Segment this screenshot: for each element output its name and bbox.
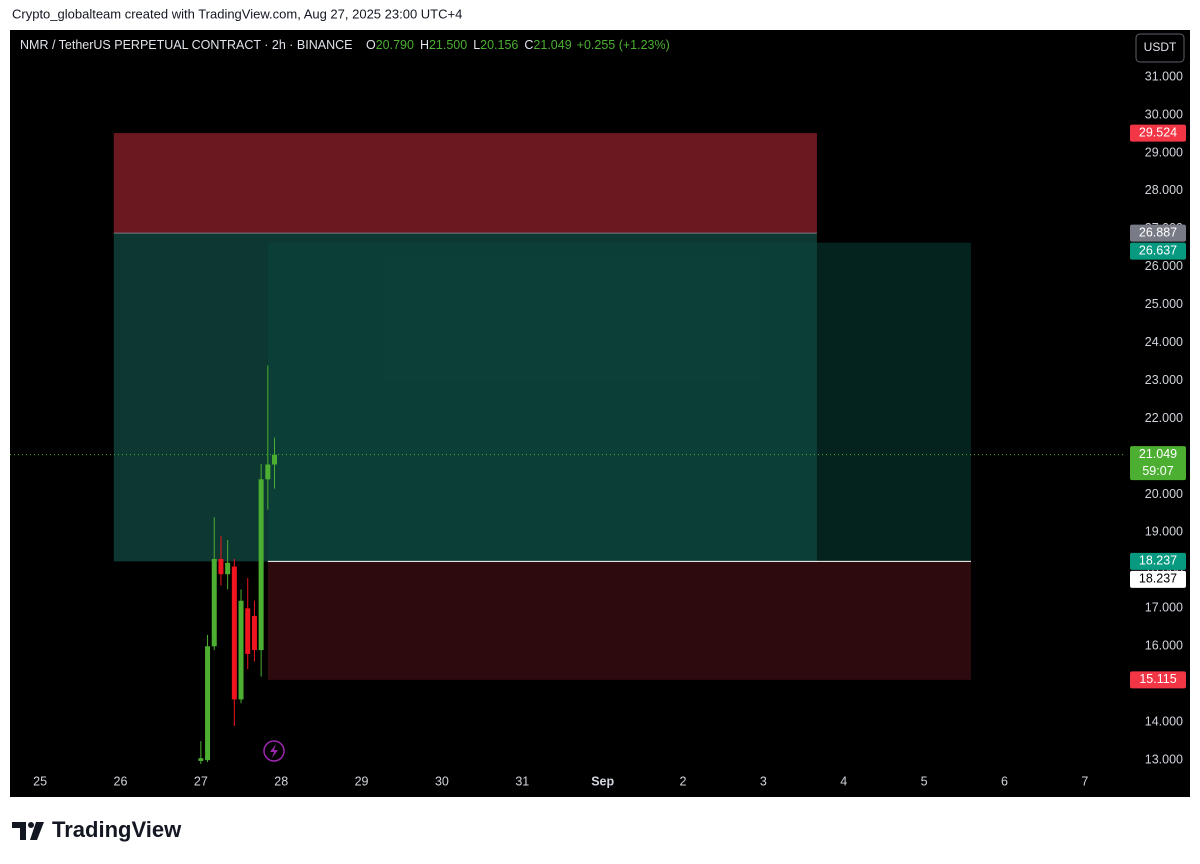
y-tick-label: 20.000 [1145, 487, 1183, 501]
ohlc-value: 20.156 [480, 38, 518, 52]
x-tick-label: 6 [1001, 774, 1008, 788]
target-zone [267, 242, 971, 562]
x-tick-label: 30 [435, 774, 449, 788]
x-tick-label: 27 [194, 774, 208, 788]
candle-body [245, 608, 251, 654]
candle-body [231, 566, 237, 700]
price-label-bg [1130, 570, 1186, 588]
stop-zone [267, 561, 971, 680]
logo-t [12, 822, 26, 840]
x-tick-label: 7 [1081, 774, 1088, 788]
alert-circle[interactable] [263, 740, 285, 762]
x-tick-label: 25 [33, 774, 47, 788]
y-tick-label: 23.000 [1145, 373, 1183, 387]
candle-body [265, 464, 271, 480]
price-label: 26.637 [1139, 243, 1177, 257]
candle-body [218, 559, 224, 575]
y-tick-label: 26.000 [1145, 259, 1183, 273]
ohlc-key: C [524, 38, 533, 52]
price-label: 18.237 [1139, 554, 1177, 568]
candle-body [211, 559, 217, 647]
countdown: 59:07 [1142, 464, 1173, 478]
y-tick-label: 30.000 [1145, 107, 1183, 121]
y-tick-label: 14.000 [1145, 714, 1183, 728]
stop-zone [113, 133, 817, 234]
x-tick-label: 26 [114, 774, 128, 788]
y-tick-label: 25.000 [1145, 297, 1183, 311]
ohlc-key: H [420, 38, 429, 52]
x-tick-label: Sep [591, 774, 614, 788]
price-label-bg [1130, 242, 1186, 260]
price-label: 29.524 [1139, 125, 1177, 139]
currency-button[interactable] [1135, 33, 1185, 63]
ohlc-value: 21.500 [429, 38, 467, 52]
alert-icon[interactable] [263, 740, 285, 762]
brand: TradingView [52, 817, 182, 842]
y-tick-label: 13.000 [1145, 752, 1183, 766]
chart-title: NMR / TetherUS PERPETUAL CONTRACT · 2h ·… [20, 38, 352, 52]
x-tick-label: 31 [515, 774, 529, 788]
change: +0.255 (+1.23%) [577, 38, 670, 52]
y-tick-label: 24.000 [1145, 335, 1183, 349]
alert-bolt[interactable] [270, 744, 278, 758]
price-label: 18.237 [1139, 572, 1177, 586]
price-label-bg [1130, 124, 1186, 142]
candle-body [225, 562, 231, 575]
candle-body [238, 600, 244, 700]
x-tick-label: 2 [680, 774, 687, 788]
price-label-bg [1130, 446, 1186, 481]
y-tick-label: 16.000 [1145, 639, 1183, 653]
ohlc-value: 21.049 [533, 38, 571, 52]
price-label: 21.049 [1139, 447, 1177, 461]
y-tick-label: 22.000 [1145, 411, 1183, 425]
ohlc-value: 20.790 [376, 38, 414, 52]
x-tick-label: 29 [355, 774, 369, 788]
ohlc-key: L [473, 38, 480, 52]
candle-body [205, 646, 211, 761]
x-tick-label: 4 [840, 774, 847, 788]
price-label-bg [1130, 671, 1186, 689]
price-label: 15.115 [1139, 672, 1176, 686]
price-label-bg [1130, 224, 1186, 242]
x-tick-label: 28 [274, 774, 288, 788]
logo-v [30, 822, 44, 840]
y-tick-label: 17.000 [1145, 601, 1183, 615]
credit: Crypto_globalteam created with TradingVi… [12, 6, 462, 21]
plot: 13.00014.00015.00016.00017.00018.00019.0… [10, 69, 1186, 788]
logo-dot [28, 822, 34, 828]
y-tick-label: 28.000 [1145, 183, 1183, 197]
candle-body [258, 479, 264, 651]
price-label: 26.887 [1139, 225, 1177, 239]
candle-body [272, 454, 278, 465]
y-tick-label: 31.000 [1145, 69, 1183, 83]
ohlc-key: O [366, 38, 376, 52]
brand-logo [12, 822, 44, 840]
y-tick-label: 29.000 [1145, 145, 1183, 159]
x-tick-label: 5 [921, 774, 928, 788]
chart-header: NMR / TetherUS PERPETUAL CONTRACT · 2h ·… [20, 38, 670, 52]
price-label-bg [1130, 552, 1186, 570]
currency[interactable]: USDT [1144, 40, 1177, 54]
candle-body [251, 615, 257, 651]
candle-body [198, 758, 204, 761]
y-tick-label: 19.000 [1145, 525, 1183, 539]
x-tick-label: 3 [760, 774, 767, 788]
